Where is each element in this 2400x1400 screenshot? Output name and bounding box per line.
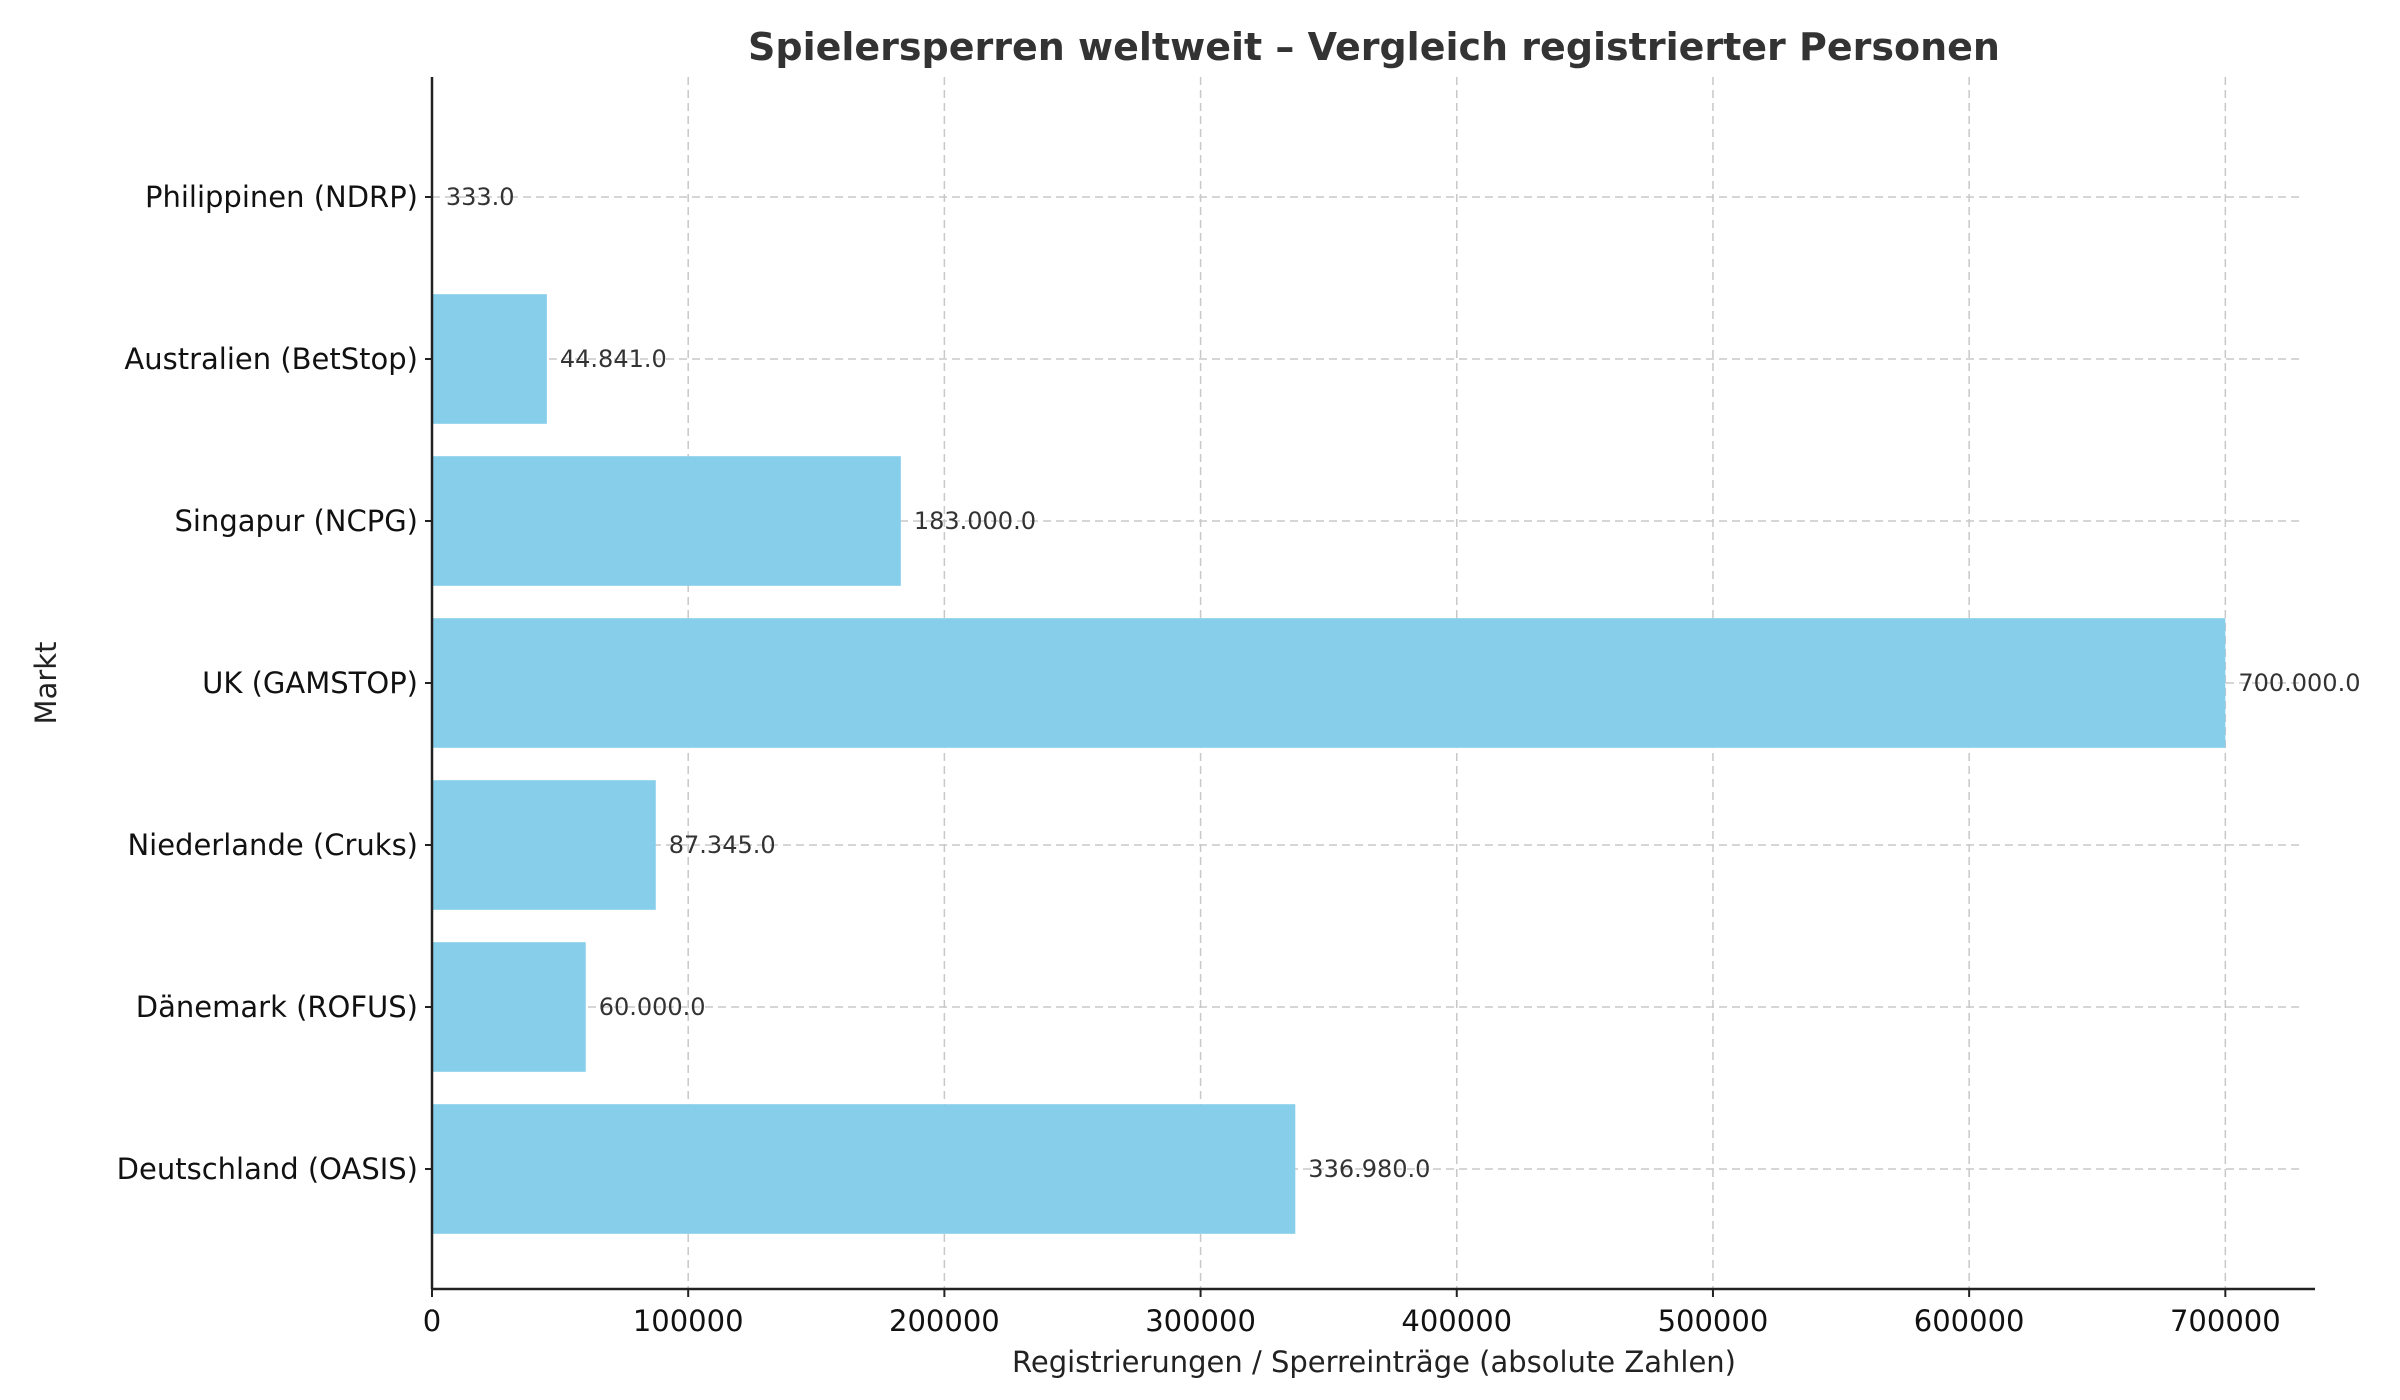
bars: 336.980.0 60.000.0 87.345.0 700.000.0 183.00…: [432, 132, 2360, 1234]
y-tick-label: Singapur (NCPG): [175, 504, 418, 538]
x-tick-label: 700000: [2170, 1304, 2281, 1338]
x-tick-label: 400000: [1401, 1304, 1512, 1338]
data-label: 60.000.0: [599, 993, 706, 1021]
data-label: 333.0: [446, 183, 515, 211]
data-label: 336.980.0: [1308, 1155, 1430, 1183]
axes: Deutschland (OASIS) Dänemark (ROFUS) Niede…: [117, 77, 2315, 1338]
x-tick-label: 600000: [1914, 1304, 2025, 1338]
bar: [432, 942, 586, 1072]
data-label: 87.345.0: [669, 831, 776, 859]
data-label: 44.841.0: [560, 345, 667, 373]
y-tick-label: Niederlande (Cruks): [127, 828, 418, 862]
data-label: 183.000.0: [914, 507, 1036, 535]
x-tick-label: 0: [423, 1304, 441, 1338]
x-axis-label: Registrierungen / Sperreinträge (absolut…: [1012, 1345, 1736, 1379]
x-tick-label: 300000: [1145, 1304, 1256, 1338]
x-tick-label: 500000: [1658, 1304, 1769, 1338]
x-tick-label: 100000: [633, 1304, 744, 1338]
y-tick-label: Philippinen (NDRP): [145, 180, 418, 214]
y-tick-label: Australien (BetStop): [124, 342, 418, 376]
bar: [432, 1104, 1296, 1234]
bar: [432, 456, 901, 586]
y-tick-label: UK (GAMSTOP): [202, 666, 418, 700]
y-tick-label: Deutschland (OASIS): [117, 1152, 418, 1186]
chart-title: Spielersperren weltweit – Vergleich regi…: [748, 25, 2000, 69]
bar: [432, 780, 656, 910]
y-axis-label: Markt: [29, 642, 63, 725]
data-label: 700.000.0: [2238, 669, 2360, 697]
bar: [432, 294, 547, 424]
bar: [432, 618, 2226, 748]
y-tick-label: Dänemark (ROFUS): [136, 990, 418, 1024]
x-tick-label: 200000: [889, 1304, 1000, 1338]
